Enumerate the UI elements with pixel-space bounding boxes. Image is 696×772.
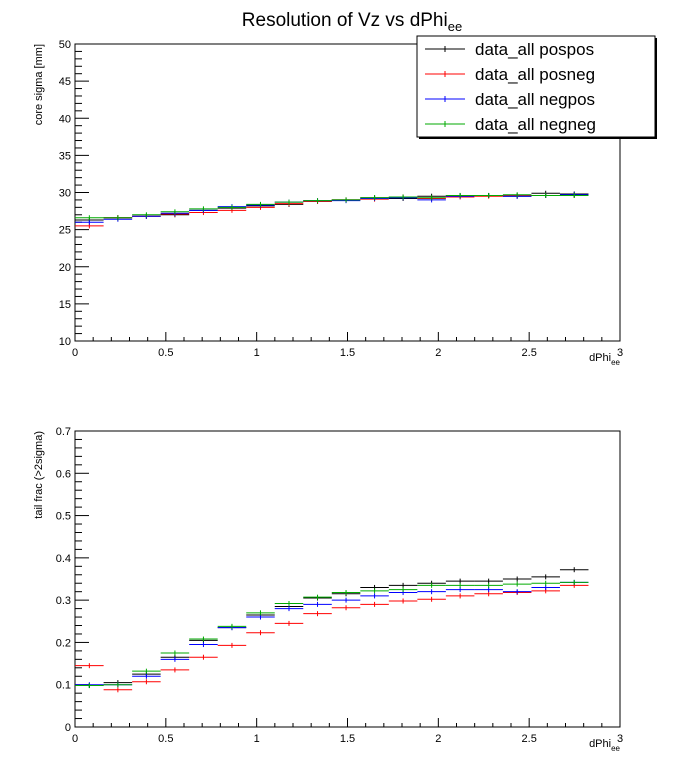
x-axis-label: dPhiee <box>589 738 620 753</box>
y-axis-label: tail frac (>2sigma) <box>33 431 45 519</box>
series-0 <box>75 567 589 689</box>
legend: data_all pospos data_all posneg data_all n… <box>416 35 657 139</box>
x-tick-label: 2 <box>435 347 441 359</box>
y-tick-label: 10 <box>59 336 71 348</box>
y-tick-label: 20 <box>59 262 71 274</box>
y-tick-label: 0.6 <box>56 468 71 480</box>
tail-fraction-panel: 0 0.5 1 1.5 2 2.5 3 0 0.1 0.2 0.3 0.4 0.5 0.6 0.7 dPhie… <box>33 426 623 753</box>
x-tick-label: 1 <box>254 347 260 359</box>
y-tick-label: 15 <box>59 299 71 311</box>
x-tick-label: 2 <box>435 733 441 745</box>
x-tick-label: 0.5 <box>158 733 173 745</box>
series-3 <box>75 192 589 221</box>
y-tick-label: 35 <box>59 150 71 162</box>
legend-label: data_all pospos <box>475 40 594 59</box>
x-tick-label: 2.5 <box>522 733 537 745</box>
y-tick-label: 25 <box>59 225 71 237</box>
series-3 <box>75 579 589 689</box>
y-axis-label: core sigma [mm] <box>33 44 45 125</box>
y-tick-label: 0.4 <box>56 553 71 565</box>
core-sigma-panel: 0 0.5 1 1.5 2 2.5 3 10 15 20 25 30 35 40 45 50 dPhiee cor… <box>33 39 623 367</box>
x-tick-label: 0 <box>72 733 78 745</box>
x-tick-label: 1.5 <box>340 347 355 359</box>
y-tick-label: 30 <box>59 188 71 200</box>
series-2 <box>75 192 589 225</box>
y-tick-label: 0.5 <box>56 511 71 523</box>
x-tick-label: 3 <box>617 347 623 359</box>
y-tick-label: 0 <box>65 722 71 734</box>
legend-label: data_all negpos <box>475 90 595 109</box>
chart-title: Resolution of Vz vs dPhiee <box>242 10 462 34</box>
series-1 <box>75 192 589 229</box>
y-tick-label: 0.3 <box>56 595 71 607</box>
y-tick-label: 40 <box>59 113 71 125</box>
y-tick-label: 50 <box>59 39 71 51</box>
x-axis-label: dPhiee <box>589 352 620 367</box>
x-tick-label: 3 <box>617 733 623 745</box>
x-tick-label: 2.5 <box>522 347 537 359</box>
x-tick-label: 1 <box>254 733 260 745</box>
x-tick-label: 0 <box>72 347 78 359</box>
y-tick-label: 45 <box>59 76 71 88</box>
legend-box <box>416 35 656 138</box>
plot-frame <box>74 430 621 728</box>
legend-label: data_all posneg <box>475 65 595 84</box>
y-tick-label: 0.7 <box>56 426 71 438</box>
y-tick-label: 0.2 <box>56 637 71 649</box>
x-tick-label: 1.5 <box>340 733 355 745</box>
series-1 <box>75 582 589 693</box>
x-tick-label: 0.5 <box>158 347 173 359</box>
legend-label: data_all negneg <box>475 115 596 134</box>
y-tick-label: 0.1 <box>56 680 71 692</box>
